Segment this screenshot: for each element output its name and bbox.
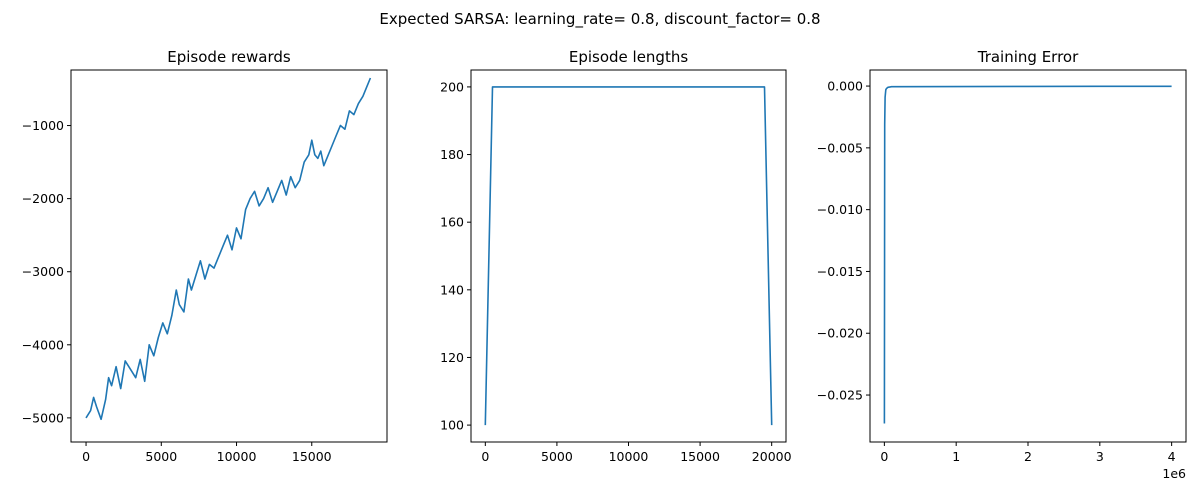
y-tick-label: −0.020: [817, 326, 863, 341]
y-tick-label: 100: [440, 418, 464, 433]
subplot-title: Training Error: [977, 48, 1079, 66]
x-tick-label: 15000: [680, 449, 720, 464]
y-tick-label: −5000: [22, 410, 64, 425]
series-line: [85, 77, 372, 421]
x-tick-label: 10000: [217, 449, 257, 464]
axes-frame: [70, 69, 388, 443]
series-line: [484, 86, 773, 426]
y-tick-label: −2000: [22, 191, 64, 206]
x-tick-label: 2: [1024, 449, 1032, 464]
x-tick-label: 15000: [292, 449, 332, 464]
subplot-3: Training Error 0 1 2 3 4 0.000 −0.005 −0.010 −0.0…: [817, 48, 1187, 481]
axes-frame: [470, 69, 787, 443]
x-tick-label: 5000: [541, 449, 573, 464]
y-tick-label: −3000: [22, 264, 64, 279]
x-offset-text: 1e6: [1162, 466, 1186, 481]
subplot-1: Episode rewards 0 5000 10000 15000 −5000 −4000…: [22, 48, 388, 464]
subplot-2: Episode lengths 0 5000 10000 15000 20000 100 12…: [440, 48, 791, 464]
y-tick-label: 140: [440, 282, 464, 297]
x-tick-label: 10000: [609, 449, 649, 464]
y-tick-label: 180: [440, 147, 464, 162]
y-tick-label: 160: [440, 215, 464, 230]
y-tick-label: −4000: [22, 337, 64, 352]
y-tick-label: −0.025: [817, 388, 863, 403]
figure-suptitle: Expected SARSA: learning_rate= 0.8, disc…: [379, 10, 820, 29]
x-tick-label: 0: [82, 449, 90, 464]
subplot-title: Episode lengths: [569, 48, 688, 66]
x-tick-label: 0: [880, 449, 888, 464]
y-tick-label: −0.010: [817, 202, 863, 217]
y-tick-label: −0.005: [817, 140, 863, 155]
axes-frame: [869, 69, 1187, 443]
y-tick-label: −0.015: [817, 264, 863, 279]
series-line: [883, 85, 1172, 424]
x-tick-label: 0: [481, 449, 489, 464]
y-tick-label: 200: [440, 79, 464, 94]
x-tick-label: 20000: [752, 449, 792, 464]
x-tick-label: 3: [1096, 449, 1104, 464]
x-tick-label: 1: [952, 449, 960, 464]
y-tick-label: 120: [440, 350, 464, 365]
y-tick-label: −1000: [22, 118, 64, 133]
y-tick-label: 0.000: [827, 79, 863, 94]
x-tick-label: 4: [1168, 449, 1176, 464]
subplot-title: Episode rewards: [167, 48, 291, 66]
x-tick-label: 5000: [145, 449, 177, 464]
